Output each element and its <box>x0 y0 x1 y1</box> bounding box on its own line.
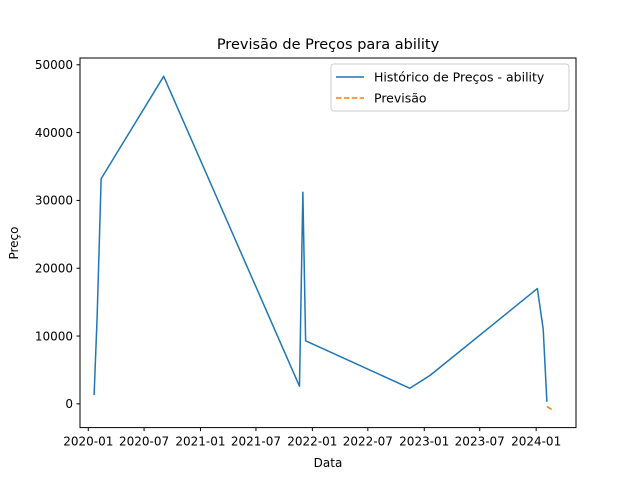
legend-box <box>330 63 570 112</box>
series-layer <box>93 75 555 412</box>
plot-background <box>80 58 576 428</box>
plot-frame <box>79 57 577 429</box>
x-axis: 2020-01 2020-07 2021-01 2021-07 2022-01 2022-… <box>63 427 561 449</box>
y-tick-label: 40000 <box>35 126 73 140</box>
legend-label-historico: Histórico de Preços - ability <box>374 70 545 85</box>
y-tick-label: 50000 <box>35 58 73 72</box>
x-tick-label: 2022-07 <box>343 435 393 449</box>
chart-title: Previsão de Preços para ability <box>217 37 440 53</box>
x-tick-label: 2021-07 <box>231 435 281 449</box>
series-line-historico <box>93 75 548 402</box>
y-axis: 0 10000 20000 30000 40000 50000 <box>35 58 80 411</box>
x-axis-label: Data <box>314 456 343 470</box>
y-tick-label: 10000 <box>35 329 73 343</box>
x-tick-label: 2023-01 <box>399 435 449 449</box>
series-line-previsao <box>546 405 555 412</box>
y-tick-label: 0 <box>65 397 73 411</box>
y-axis-label: Preço <box>7 226 21 259</box>
x-tick-label: 2021-01 <box>175 435 225 449</box>
x-tick-label: 2023-07 <box>455 435 505 449</box>
x-tick-label: 2020-07 <box>119 435 169 449</box>
x-tick-label: 2020-01 <box>63 435 113 449</box>
x-tick-label: 2024-01 <box>511 435 561 449</box>
x-tick-label: 2022-01 <box>287 435 337 449</box>
y-tick-label: 30000 <box>35 194 73 208</box>
y-tick-label: 20000 <box>35 262 73 276</box>
legend: Histórico de Preços - ability Previsão <box>330 63 570 112</box>
legend-label-previsao: Previsão <box>374 91 427 106</box>
